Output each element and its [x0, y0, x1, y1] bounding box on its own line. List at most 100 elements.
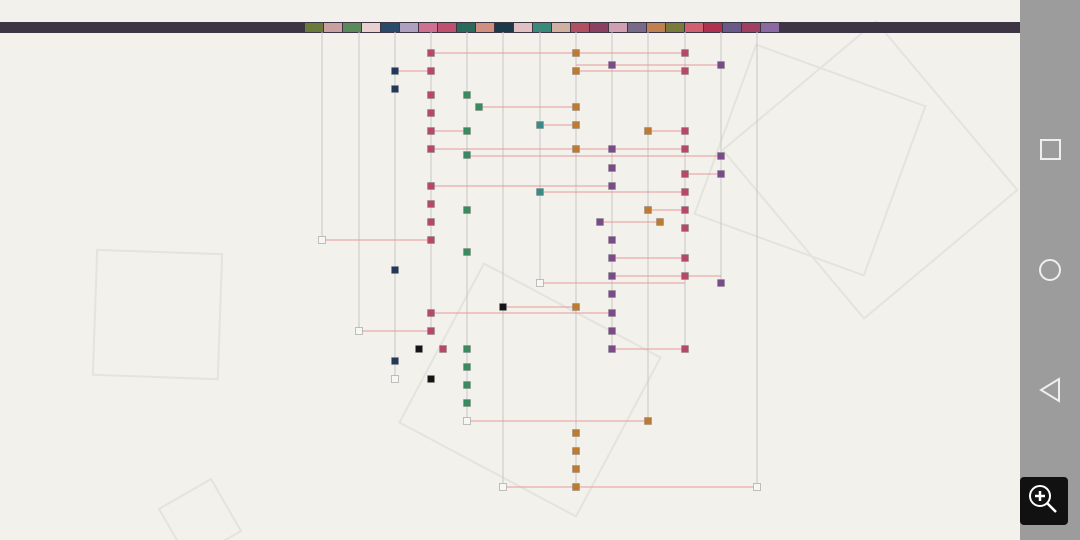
stage-node	[427, 327, 435, 335]
stage-node	[681, 345, 689, 353]
zoom-button[interactable]	[1020, 477, 1068, 525]
stage-node	[427, 375, 435, 383]
stage-node	[596, 218, 604, 226]
tab	[666, 23, 684, 32]
stage-node	[499, 483, 507, 491]
deco-square	[157, 477, 243, 540]
deco-square	[91, 248, 224, 381]
tab	[324, 23, 342, 32]
tab	[381, 23, 399, 32]
stage-node	[608, 254, 616, 262]
tab	[685, 23, 703, 32]
stage-node	[681, 49, 689, 57]
stage-node	[572, 49, 580, 57]
stage-node	[427, 218, 435, 226]
stage-node	[608, 61, 616, 69]
tab	[495, 23, 513, 32]
stage-node	[608, 345, 616, 353]
back-button[interactable]	[1039, 377, 1060, 403]
tab	[457, 23, 475, 32]
deco-square	[693, 43, 927, 277]
stage-node	[681, 127, 689, 135]
tab	[571, 23, 589, 32]
stage-node	[717, 152, 725, 160]
stage-node	[608, 309, 616, 317]
stage-node	[427, 236, 435, 244]
stage-node	[463, 363, 471, 371]
stage-node	[391, 266, 399, 274]
stage-node	[608, 236, 616, 244]
stage-node	[475, 103, 483, 111]
stage-node	[572, 465, 580, 473]
stage-node	[644, 127, 652, 135]
stage-node	[463, 417, 471, 425]
stage-node	[753, 483, 761, 491]
tab	[609, 23, 627, 32]
home-button[interactable]	[1039, 259, 1061, 281]
stage-node	[572, 67, 580, 75]
stage-node	[463, 248, 471, 256]
nav-panel	[1020, 0, 1080, 540]
tab	[419, 23, 437, 32]
stage-node	[391, 67, 399, 75]
stage-node	[463, 381, 471, 389]
zoom-button-bg[interactable]	[1020, 477, 1068, 525]
stage-node	[427, 309, 435, 317]
stage-node	[572, 429, 580, 437]
stage-node	[463, 91, 471, 99]
stage-node	[427, 49, 435, 57]
stage-node	[463, 206, 471, 214]
tab	[552, 23, 570, 32]
stage-node	[681, 188, 689, 196]
stage-node	[572, 303, 580, 311]
tab	[438, 23, 456, 32]
stage-node	[681, 206, 689, 214]
stage-node	[572, 483, 580, 491]
stage-node	[681, 67, 689, 75]
tab	[590, 23, 608, 32]
stage-node	[499, 303, 507, 311]
tab	[514, 23, 532, 32]
stage-node	[681, 170, 689, 178]
stage-node	[608, 145, 616, 153]
stage-node	[415, 345, 423, 353]
stage-node	[427, 67, 435, 75]
stage-node	[608, 182, 616, 190]
stage-node	[463, 399, 471, 407]
stage-node	[536, 121, 544, 129]
stage-node	[572, 121, 580, 129]
stage-node	[391, 85, 399, 93]
tab	[742, 23, 760, 32]
stage-node	[608, 272, 616, 280]
stage-node	[536, 188, 544, 196]
stage-node	[644, 417, 652, 425]
tab	[704, 23, 722, 32]
zoom-icon-glyph[interactable]	[1035, 491, 1057, 513]
stage-node	[439, 345, 447, 353]
stage-node	[608, 164, 616, 172]
tab	[343, 23, 361, 32]
tab	[362, 23, 380, 32]
stage-node	[318, 236, 326, 244]
stage-node	[427, 127, 435, 135]
zoom-icon[interactable]	[1029, 485, 1051, 507]
stage-node	[355, 327, 363, 335]
stage-node	[463, 151, 471, 159]
tab	[647, 23, 665, 32]
stage-node	[536, 279, 544, 287]
tab	[305, 23, 323, 32]
stage-node	[427, 182, 435, 190]
tab	[533, 23, 551, 32]
stage-node	[427, 145, 435, 153]
stage-node	[644, 206, 652, 214]
deco-square	[721, 20, 1019, 320]
stage-node	[391, 375, 399, 383]
stage-node	[572, 447, 580, 455]
stage-node	[681, 224, 689, 232]
tab	[723, 23, 741, 32]
tab	[628, 23, 646, 32]
recent-apps-button[interactable]	[1040, 139, 1061, 160]
stage-node	[427, 91, 435, 99]
